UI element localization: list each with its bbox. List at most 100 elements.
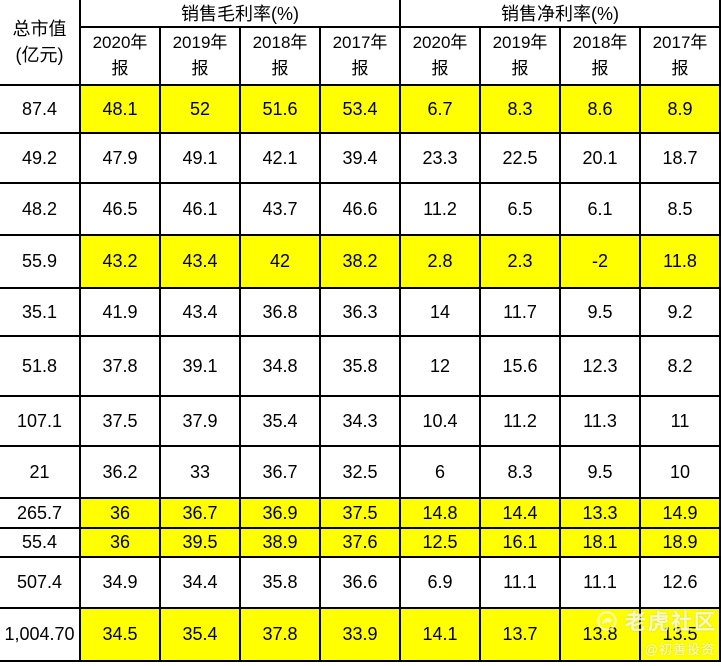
gross-margin-cell-2017: 37.6 <box>319 527 401 558</box>
gross-margin-cell-2020: 48.1 <box>79 84 161 134</box>
net-margin-cell-2019: 2.3 <box>479 234 561 289</box>
market-cap-cell: 35.1 <box>0 287 81 337</box>
gross-margin-cell-2019: 43.4 <box>159 234 241 289</box>
gross-margin-cell-2017: 38.2 <box>319 234 401 289</box>
gross-margin-cell-2017: 37.5 <box>319 497 401 529</box>
market-cap-cell: 49.2 <box>0 132 81 184</box>
net-margin-cell-2018: 9.5 <box>559 445 641 499</box>
net-margin-cell-2018: 20.1 <box>559 132 641 184</box>
table-row: 55.9 43.2 43.4 42 38.2 2.8 2.3 -2 11.8 <box>0 234 721 289</box>
market-cap-cell: 107.1 <box>0 395 81 447</box>
table-row: 265.7 36 36.7 36.9 37.5 14.8 14.4 13.3 1… <box>0 497 721 529</box>
net-margin-cell-2020: 12 <box>399 335 481 397</box>
net-margin-cell-2018: 11.1 <box>559 556 641 609</box>
table-row: 107.1 37.5 37.9 35.4 34.3 10.4 11.2 11.3… <box>0 395 721 447</box>
gross-year-header-2018: 2018年报 <box>239 26 321 86</box>
net-margin-cell-2017: 11 <box>639 395 721 447</box>
gross-margin-cell-2020: 41.9 <box>79 287 161 337</box>
net-year-header-2018: 2018年报 <box>559 26 641 86</box>
net-margin-cell-2020: 23.3 <box>399 132 481 184</box>
net-margin-cell-2018: 11.3 <box>559 395 641 447</box>
market-cap-header: 总市值 (亿元) <box>0 0 81 86</box>
net-margin-cell-2017: 11.8 <box>639 234 721 289</box>
gross-margin-cell-2017: 34.3 <box>319 395 401 447</box>
table-row: 21 36.2 33 36.7 32.5 6 8.3 9.5 10 <box>0 445 721 499</box>
net-margin-cell-2020: 6.7 <box>399 84 481 134</box>
gross-margin-cell-2019: 52 <box>159 84 241 134</box>
gross-margin-cell-2020: 37.8 <box>79 335 161 397</box>
market-cap-cell: 55.9 <box>0 234 81 289</box>
net-margin-cell-2019: 15.6 <box>479 335 561 397</box>
net-margin-cell-2018: 12.3 <box>559 335 641 397</box>
gross-margin-group-header: 销售毛利率(%) <box>79 0 401 28</box>
net-margin-cell-2018: 9.5 <box>559 287 641 337</box>
net-margin-cell-2020: 14.8 <box>399 497 481 529</box>
gross-margin-cell-2019: 35.4 <box>159 607 241 662</box>
net-margin-cell-2020: 10.4 <box>399 395 481 447</box>
net-margin-cell-2018: -2 <box>559 234 641 289</box>
net-margin-cell-2020: 6.9 <box>399 556 481 609</box>
gross-margin-cell-2019: 36.7 <box>159 497 241 529</box>
gross-margin-cell-2017: 32.5 <box>319 445 401 499</box>
gross-margin-cell-2019: 39.5 <box>159 527 241 558</box>
table-body: 87.4 48.1 52 51.6 53.4 6.7 8.3 8.6 8.9 4… <box>0 84 721 662</box>
table-header: 总市值 (亿元) 销售毛利率(%) 销售净利率(%) 2020年报 2019年报… <box>0 0 721 86</box>
gross-margin-cell-2017: 33.9 <box>319 607 401 662</box>
market-cap-header-line2: (亿元) <box>15 45 64 65</box>
net-margin-cell-2018: 13.3 <box>559 497 641 529</box>
table-row: 507.4 34.9 34.4 35.8 36.6 6.9 11.1 11.1 … <box>0 556 721 609</box>
net-margin-cell-2020: 2.8 <box>399 234 481 289</box>
gross-margin-cell-2020: 43.2 <box>79 234 161 289</box>
table-row: 49.2 47.9 49.1 42.1 39.4 23.3 22.5 20.1 … <box>0 132 721 184</box>
gross-margin-cell-2019: 33 <box>159 445 241 499</box>
net-margin-cell-2019: 8.3 <box>479 445 561 499</box>
year-header-row: 2020年报 2019年报 2018年报 2017年报 2020年报 2019年… <box>0 26 721 86</box>
table-row: 1,004.70 34.5 35.4 37.8 33.9 14.1 13.7 1… <box>0 607 721 662</box>
gross-margin-cell-2017: 35.8 <box>319 335 401 397</box>
table-row: 51.8 37.8 39.1 34.8 35.8 12 15.6 12.3 8.… <box>0 335 721 397</box>
net-margin-cell-2020: 14.1 <box>399 607 481 662</box>
gross-margin-cell-2020: 36.2 <box>79 445 161 499</box>
gross-margin-cell-2017: 53.4 <box>319 84 401 134</box>
net-margin-cell-2017: 12.6 <box>639 556 721 609</box>
gross-margin-cell-2017: 36.3 <box>319 287 401 337</box>
gross-margin-cell-2020: 36 <box>79 497 161 529</box>
net-margin-cell-2017: 8.5 <box>639 182 721 236</box>
net-margin-cell-2019: 11.7 <box>479 287 561 337</box>
gross-margin-cell-2020: 47.9 <box>79 132 161 184</box>
net-margin-cell-2019: 8.3 <box>479 84 561 134</box>
gross-margin-cell-2019: 34.4 <box>159 556 241 609</box>
gross-margin-cell-2020: 37.5 <box>79 395 161 447</box>
net-margin-cell-2017: 18.7 <box>639 132 721 184</box>
gross-margin-cell-2019: 46.1 <box>159 182 241 236</box>
market-cap-cell: 51.8 <box>0 335 81 397</box>
net-margin-cell-2018: 8.6 <box>559 84 641 134</box>
net-margin-cell-2020: 11.2 <box>399 182 481 236</box>
net-margin-cell-2017: 14.9 <box>639 497 721 529</box>
gross-margin-cell-2018: 36.8 <box>239 287 321 337</box>
net-margin-group-header: 销售净利率(%) <box>399 0 721 28</box>
gross-year-header-2020: 2020年报 <box>79 26 161 86</box>
table-row: 55.4 36 39.5 38.9 37.6 12.5 16.1 18.1 18… <box>0 527 721 558</box>
net-margin-cell-2019: 14.4 <box>479 497 561 529</box>
gross-margin-cell-2020: 34.9 <box>79 556 161 609</box>
gross-year-header-2017: 2017年报 <box>319 26 401 86</box>
gross-margin-cell-2018: 36.7 <box>239 445 321 499</box>
gross-margin-cell-2018: 35.4 <box>239 395 321 447</box>
net-margin-cell-2020: 12.5 <box>399 527 481 558</box>
net-margin-cell-2020: 6 <box>399 445 481 499</box>
gross-margin-cell-2018: 42 <box>239 234 321 289</box>
market-cap-cell: 21 <box>0 445 81 499</box>
market-cap-cell: 48.2 <box>0 182 81 236</box>
gross-margin-cell-2018: 36.9 <box>239 497 321 529</box>
net-margin-cell-2018: 13.8 <box>559 607 641 662</box>
net-margin-cell-2020: 14 <box>399 287 481 337</box>
net-margin-cell-2017: 10 <box>639 445 721 499</box>
net-margin-cell-2019: 11.1 <box>479 556 561 609</box>
net-margin-cell-2019: 6.5 <box>479 182 561 236</box>
group-header-row: 总市值 (亿元) 销售毛利率(%) 销售净利率(%) <box>0 0 721 86</box>
net-margin-cell-2017: 18.9 <box>639 527 721 558</box>
market-cap-cell: 87.4 <box>0 84 81 134</box>
